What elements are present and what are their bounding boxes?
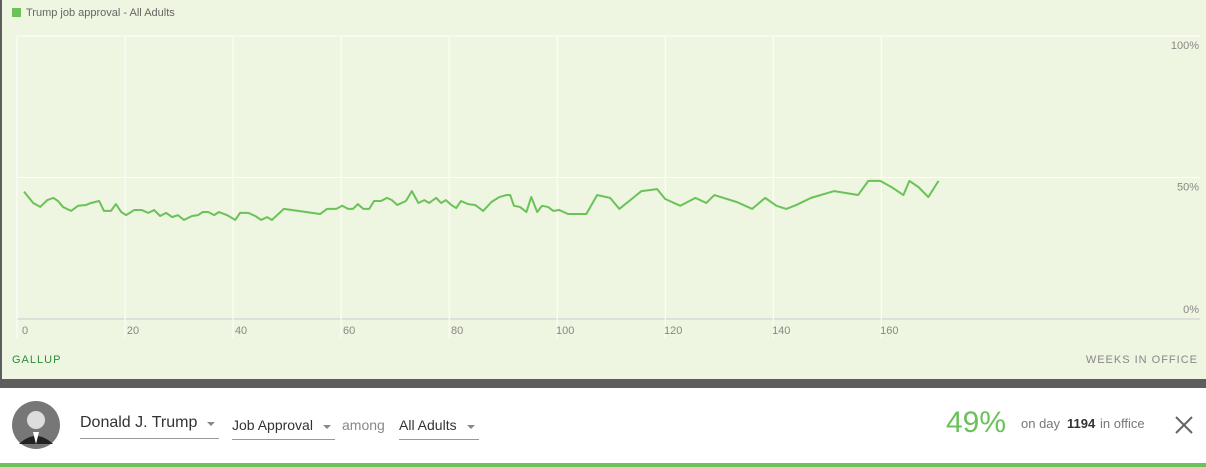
x-axis-label: WEEKS IN OFFICE: [1086, 354, 1198, 366]
group-dropdown[interactable]: All Adults: [399, 417, 479, 440]
y-tick-label: 100%: [1171, 40, 1199, 52]
among-text: among: [342, 417, 385, 433]
x-tick-label: 60: [343, 325, 355, 337]
approval-value: 49%: [946, 406, 1007, 439]
x-tick-label: 0: [22, 325, 28, 337]
source: GALLUP: [12, 354, 61, 366]
x-tick-label: 80: [451, 325, 463, 337]
x-tick-label: 160: [880, 325, 898, 337]
x-tick-label: 40: [235, 325, 247, 337]
control-bar: Donald J. Trump Job Approval among All A…: [0, 388, 1206, 467]
y-tick-label: 0%: [1183, 304, 1199, 316]
approval-line: [23, 179, 940, 221]
x-tick-label: 140: [772, 325, 790, 337]
in-office-text: in office: [1100, 416, 1145, 431]
avatar: [12, 401, 60, 449]
x-tick-label: 120: [664, 325, 682, 337]
x-tick-label: 100: [556, 325, 574, 337]
legend-label: Trump job approval - All Adults: [26, 7, 175, 19]
close-button[interactable]: [1174, 415, 1194, 435]
person-dropdown[interactable]: Donald J. Trump: [80, 414, 220, 439]
chart: Trump job approval - All Adults GALLUP W…: [0, 0, 1206, 388]
y-tick-label: 50%: [1177, 181, 1199, 193]
on-day-text: on day: [1021, 416, 1061, 431]
measure-dropdown[interactable]: Job Approval: [232, 417, 335, 440]
day-count: 1194: [1067, 416, 1096, 431]
plot-background: [2, 0, 1206, 379]
legend-swatch: [12, 8, 21, 17]
x-tick-label: 20: [127, 325, 139, 337]
